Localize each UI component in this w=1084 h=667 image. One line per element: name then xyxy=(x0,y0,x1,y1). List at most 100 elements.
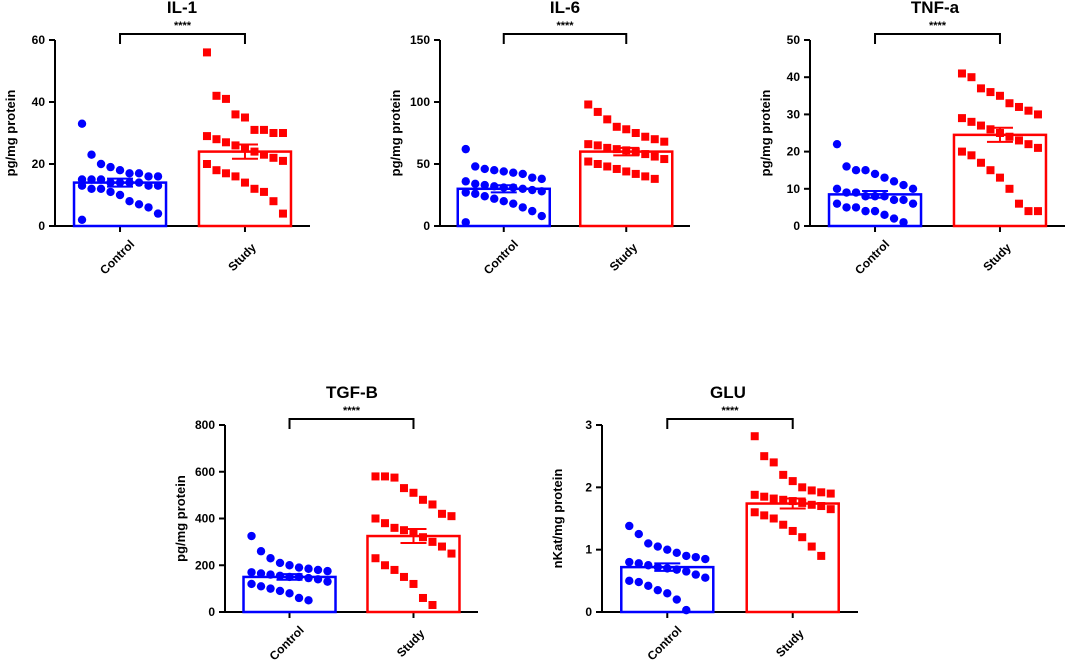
data-point xyxy=(96,159,106,169)
data-point xyxy=(701,554,710,564)
data-point xyxy=(259,125,268,134)
data-point xyxy=(861,206,870,216)
data-point xyxy=(1014,136,1023,145)
data-point xyxy=(663,589,672,598)
data-point xyxy=(660,137,669,146)
data-point xyxy=(641,172,650,181)
significance-label: **** xyxy=(174,20,192,32)
data-point xyxy=(682,567,691,576)
data-point xyxy=(221,169,230,178)
data-point xyxy=(480,180,489,190)
data-point xyxy=(672,595,681,604)
data-point xyxy=(644,581,653,591)
data-point xyxy=(584,100,593,109)
data-point xyxy=(788,526,797,535)
chart-title: TNF-a xyxy=(911,0,960,17)
data-point xyxy=(957,114,966,123)
data-point xyxy=(409,488,418,497)
chart-panel: IL-1 pg/mg protein 0 20 40 60 Control Study **** xyxy=(3,0,310,277)
data-point xyxy=(509,199,518,208)
data-point xyxy=(428,537,437,546)
data-point xyxy=(428,600,437,609)
data-point xyxy=(202,48,211,57)
data-point xyxy=(788,477,797,486)
data-point xyxy=(625,521,634,531)
data-point xyxy=(622,125,631,134)
data-point xyxy=(278,156,287,165)
data-point xyxy=(77,175,87,184)
data-point xyxy=(134,200,144,209)
category-label: Control xyxy=(852,237,892,277)
mean-bar xyxy=(197,150,293,228)
data-point xyxy=(880,192,889,201)
data-point xyxy=(537,187,546,196)
data-point xyxy=(622,167,631,176)
data-point xyxy=(880,210,889,220)
data-point xyxy=(518,169,527,179)
data-point xyxy=(144,181,153,190)
data-point xyxy=(77,181,87,190)
data-point xyxy=(832,199,842,208)
data-point xyxy=(418,533,427,542)
data-point xyxy=(212,91,221,100)
data-point xyxy=(461,188,470,197)
data-point xyxy=(1024,207,1033,216)
data-point xyxy=(153,209,163,218)
data-point xyxy=(380,519,389,528)
data-point xyxy=(908,184,918,193)
data-point xyxy=(779,470,788,479)
data-point xyxy=(899,180,908,190)
y-axis-label: nKat/mg protein xyxy=(550,469,565,569)
data-point xyxy=(1024,140,1033,149)
data-point xyxy=(380,472,389,481)
data-point xyxy=(682,605,691,615)
data-point xyxy=(851,166,861,175)
significance-bracket xyxy=(874,33,1001,44)
data-point xyxy=(769,458,778,467)
category-label: Study xyxy=(773,626,807,660)
data-point xyxy=(278,209,287,218)
data-point xyxy=(294,593,304,603)
y-tick-label: 800 xyxy=(195,418,215,432)
chart-title: TGF-B xyxy=(326,383,378,402)
data-point xyxy=(134,178,144,187)
data-point xyxy=(380,561,389,570)
data-point xyxy=(125,169,134,178)
data-point xyxy=(967,73,976,82)
data-point xyxy=(760,511,769,520)
data-point xyxy=(691,552,700,562)
data-point xyxy=(537,211,546,221)
data-point xyxy=(399,484,408,493)
data-point xyxy=(603,162,612,171)
data-point xyxy=(259,150,268,159)
data-point xyxy=(231,110,240,119)
data-point xyxy=(832,184,842,193)
data-point xyxy=(371,514,380,523)
chart-title: GLU xyxy=(710,383,746,402)
data-point xyxy=(509,168,518,177)
category-label: Control xyxy=(267,623,307,663)
data-point xyxy=(275,586,285,596)
data-point xyxy=(967,151,976,160)
chart-panel: TGF-B pg/mg protein 0 200 400 600 800 Control St… xyxy=(173,383,478,663)
data-point xyxy=(269,129,278,137)
data-point xyxy=(134,169,144,178)
data-point xyxy=(250,125,259,134)
data-point xyxy=(851,188,861,197)
y-axis-label: pg/mg protein xyxy=(758,90,773,177)
significance-bracket xyxy=(666,418,794,429)
data-point xyxy=(471,179,480,189)
data-point xyxy=(323,577,332,586)
data-point xyxy=(447,512,456,521)
data-point xyxy=(490,166,499,175)
y-tick-label: 10 xyxy=(787,182,801,196)
data-point xyxy=(259,187,268,196)
data-point xyxy=(807,500,816,509)
data-point xyxy=(644,561,653,570)
significance-label: **** xyxy=(343,405,361,417)
data-point xyxy=(986,125,995,134)
data-point xyxy=(240,178,249,187)
data-point xyxy=(861,192,870,201)
data-point xyxy=(603,143,612,152)
data-point xyxy=(499,197,508,206)
